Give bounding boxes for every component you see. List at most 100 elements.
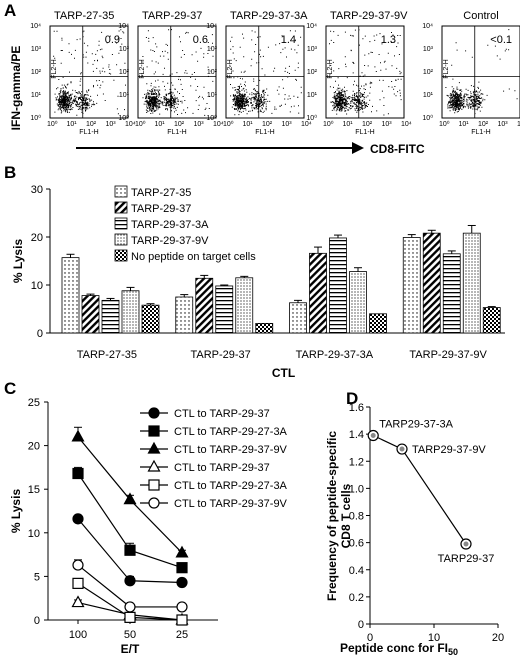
x-tick-label: 25	[176, 629, 188, 641]
bar	[61, 257, 80, 334]
flow-x-tick-label: 10⁴	[125, 121, 136, 128]
x-axis-title: E/T	[121, 642, 140, 656]
flow-y-tick-label: 10⁴	[206, 23, 217, 30]
y-tick-label: 5	[34, 571, 40, 583]
flow-x-tick-label: 10¹	[67, 121, 78, 128]
flow-y-tick-label: 10⁴	[30, 23, 41, 30]
legend-marker	[148, 407, 160, 419]
flow-y-tick-label: 10²	[31, 69, 42, 76]
panel-d-letter: D	[346, 389, 358, 408]
flow-plot-title: TARP-29-37-3A	[230, 10, 308, 22]
quadrant-percentage: 1.3	[381, 34, 396, 46]
bar	[121, 290, 140, 334]
flow-y-tick-label: 10²	[423, 69, 434, 76]
data-point	[71, 429, 85, 442]
legend-swatch	[114, 185, 128, 198]
y-tick-label: 0.4	[349, 565, 364, 577]
flow-x-tick-label: 10³	[282, 121, 293, 128]
flow-events	[229, 30, 302, 116]
panel-c-letter: C	[4, 379, 16, 398]
y-tick-label: 0.2	[349, 592, 364, 604]
legend-marker	[148, 425, 160, 437]
flow-y-tick-label: 10⁴	[422, 23, 433, 30]
data-point-core	[370, 432, 376, 438]
legend-label: CTL to TARP-29-37-9V	[174, 498, 288, 510]
flow-x-tick-label: 10³	[194, 121, 205, 128]
x-tick-label: 0	[367, 632, 373, 644]
bar	[329, 237, 347, 334]
y-tick-label: 1.6	[349, 402, 364, 414]
flow-x-tick-label: 10⁴	[517, 121, 520, 128]
legend-label: TARP-29-37-9V	[131, 235, 209, 247]
flow-x-tick-label: 10⁴	[401, 121, 412, 128]
data-point	[72, 577, 84, 589]
data-point	[124, 601, 136, 613]
x-category-label: TARP-29-37-3A	[296, 349, 374, 361]
flow-x-axis-label: FL1-H	[471, 129, 490, 136]
flow-x-tick-label: 10²	[262, 121, 273, 128]
x-tick-label: 10	[428, 632, 440, 644]
point-label: TARP29-37-3A	[379, 418, 453, 430]
flow-x-tick-label: 10⁰	[323, 120, 334, 128]
y-tick-label: 0	[34, 615, 40, 627]
bar	[402, 237, 421, 334]
data-point-core	[463, 541, 469, 547]
legend-label: TARP-29-37-3A	[131, 219, 209, 231]
legend-swatch	[114, 233, 128, 246]
bar	[482, 307, 501, 334]
flow-y-tick-label: 10⁰	[118, 114, 129, 122]
data-point	[176, 562, 188, 574]
flow-y-axis-label: FL2-H	[443, 59, 450, 78]
legend-swatch	[114, 201, 128, 214]
flow-x-tick-label: 10⁰	[47, 120, 58, 128]
legend-label: CTL to TARP-29-27-3A	[174, 480, 288, 492]
flow-y-tick-label: 10¹	[423, 92, 434, 99]
flow-events	[445, 29, 518, 115]
flow-plot-title: Control	[463, 10, 498, 22]
point-label: TARP29-37	[438, 553, 495, 565]
data-point	[176, 614, 188, 626]
flow-y-tick-label: 10²	[119, 69, 130, 76]
bar-chart: 0 10 20 30 % Lysis TARP-27-35 TARP-29-37 TARP-2…	[11, 184, 505, 380]
flow-y-tick-label: 10⁴	[306, 23, 317, 30]
flow-y-tick-label: 10¹	[307, 92, 318, 99]
y-tick-label: 10	[28, 528, 40, 540]
legend-label: CTL to TARP-29-37	[174, 408, 270, 420]
y-tick-label: 25	[28, 397, 40, 409]
legend-swatch	[114, 217, 128, 230]
flow-y-tick-label: 10⁰	[306, 114, 317, 122]
bar	[215, 285, 234, 334]
flow-y-tick-label: 10⁴	[118, 23, 129, 30]
y-tick-label: 20	[28, 441, 40, 453]
bar	[235, 277, 254, 334]
y-tick-label: 0.8	[349, 511, 364, 523]
x-tick-label: 100	[69, 629, 87, 641]
flow-plot-title: TARP-29-37	[142, 10, 202, 22]
bar	[462, 232, 481, 334]
x-category-label: TARP-29-37-9V	[409, 349, 487, 361]
legend-swatch	[114, 249, 128, 262]
flow-x-tick-label: 10³	[106, 121, 117, 128]
cd8-arrow-head	[352, 142, 364, 154]
y-tick-label: 0	[358, 619, 364, 631]
bar	[369, 313, 387, 334]
flow-events	[329, 29, 402, 116]
bar	[81, 295, 100, 334]
y-tick-label: 30	[31, 184, 43, 196]
bar	[195, 277, 214, 334]
flow-events	[53, 29, 126, 116]
legend-marker	[147, 441, 161, 454]
x-tick-label: 50	[124, 629, 136, 641]
flow-plot-title: TARP-29-37-9V	[330, 10, 408, 22]
flow-y-tick-label: 10⁰	[30, 114, 41, 122]
legend-label: No peptide on target cells	[131, 251, 256, 263]
flow-x-tick-label: 10⁰	[439, 120, 450, 128]
flow-x-tick-label: 10²	[478, 121, 489, 128]
flow-x-tick-label: 10¹	[243, 121, 254, 128]
flow-plot-title: TARP-27-35	[54, 10, 114, 22]
flow-plots: TARP-27-35 0.9 10⁰ 10⁰ 10¹ 10¹ 10² 10² 10³ 10³ 10⁴…	[30, 10, 520, 136]
data-point	[124, 611, 136, 623]
flow-x-axis-label: FL1-H	[255, 129, 274, 136]
line-chart: 0 5 10 15 20 25 100 50 25 E/T % Lysis CTL to TARP-2…	[9, 397, 288, 656]
